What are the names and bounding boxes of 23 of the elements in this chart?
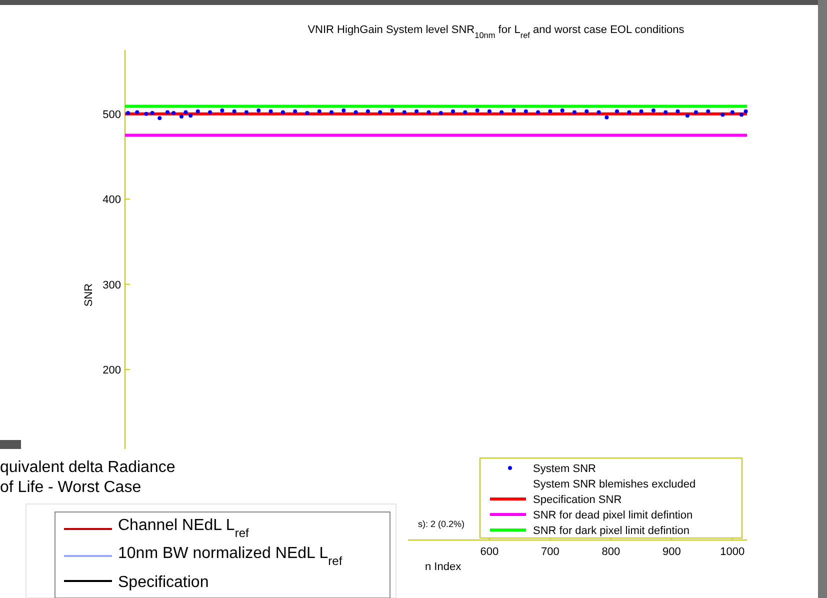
x-tick-label: 800 [602,546,620,558]
y-tick-label: 200 [102,364,121,377]
x-tick-label: 700 [541,546,560,558]
y-tick-label: 400 [102,194,121,206]
text: 10nm BW normalized NEdL L$_{ref}$ [118,545,343,568]
x-tick-label: 1000 [720,546,745,558]
legend-label: SNR for dead pixel limit defintion [533,510,693,522]
annotation: s): 2 (0.2%) [418,519,465,529]
legend-label: Specification SNR [533,494,622,506]
annotation: quivalent delta Radiance [0,459,176,476]
chart-title: VNIR HighGain System level SNR$_{10nm}$ for L$_{ref}$ and worst case EOL conditions [308,24,685,40]
text: Specification [118,574,209,591]
annotation: Channel NEdL L$_{ref}$ [118,517,250,540]
annotation: System SNR blemishes excluded [533,478,696,490]
legend-label: System SNR [533,463,596,475]
legend-label: SNR for dark pixel limit defintion [533,525,690,537]
y-tick-label: 500 [102,108,121,121]
y-axis-title: SNR [83,283,95,307]
annotation: of Life - Worst Case [0,479,142,496]
x-axis-title: n Index [425,561,462,573]
x-tick-label: 600 [480,546,499,558]
x-tick-label: 900 [662,546,681,558]
y-tick-label: 300 [102,279,121,292]
